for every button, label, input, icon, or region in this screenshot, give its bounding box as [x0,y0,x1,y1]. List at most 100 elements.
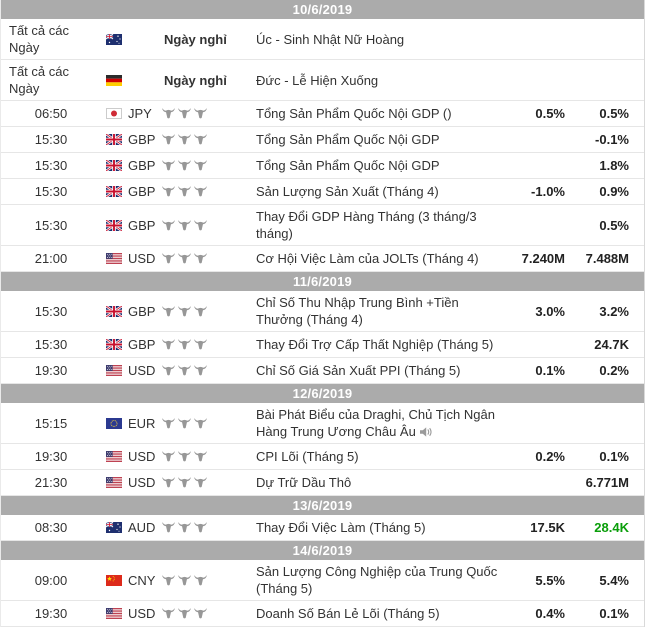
all-day-label: Tất cả các Ngày [9,64,69,96]
event-name[interactable]: Thay Đổi Trợ Cấp Thất Nghiệp (Tháng 5) [256,337,494,352]
bull-icon [162,134,175,145]
event-time: 08:30 [34,520,68,535]
currency-code: GBP [128,158,156,173]
currency-cell: GBP [101,157,256,174]
importance-bulls [162,219,207,231]
event-name[interactable]: Sản Lượng Công Nghiệp của Trung Quốc (Th… [256,564,498,596]
bull-icon [178,339,191,350]
holiday-name: Đức - Lễ Hiện Xuống [256,72,379,88]
event-row: 19:30 USD CPI Lõi (Tháng 5) 0.2% 0.1% [1,444,644,470]
flag-germany-icon [106,74,122,86]
value-previous: 5.4% [599,572,629,588]
event-time: 15:30 [34,184,68,199]
value-previous: 0.1% [599,606,629,621]
bull-icon [178,253,191,264]
event-time: 15:30 [34,158,68,173]
value-forecast: 0.4% [535,606,565,621]
currency-cell: USD [101,605,256,622]
event-name[interactable]: CPI Lõi (Tháng 5) [256,449,359,464]
event-name[interactable]: Thay Đổi GDP Hàng Tháng (3 tháng/3 tháng… [256,209,477,241]
event-name[interactable]: Doanh Số Bán Lẻ Lõi (Tháng 5) [256,606,440,621]
bull-icon [194,477,207,488]
holiday-name: Úc - Sinh Nhật Nữ Hoàng [256,31,405,47]
event-name[interactable]: Bài Phát Biểu của Draghi, Chủ Tịch Ngân … [256,407,495,439]
currency-cell: CNY [101,572,256,589]
currency-code: GBP [128,337,156,352]
event-name[interactable]: Chỉ Số Giá Sản Xuất PPI (Tháng 5) [256,363,461,378]
flag-us-icon [106,608,122,619]
bull-icon [162,160,175,171]
currency-code: USD [128,251,156,266]
currency-cell: JPY [101,105,256,122]
event-name[interactable]: Chỉ Số Thu Nhập Trung Bình +Tiền Thưởng … [256,295,459,327]
event-row: 08:30 AUD Thay Đổi Việc Làm (Tháng 5) 17.5K… [1,515,644,541]
event-cell: CPI Lõi (Tháng 5) [256,448,505,465]
event-name[interactable]: Dự Trữ Dầu Thô [256,475,352,490]
flag-uk-icon [106,160,122,171]
value-previous: 24.7K [594,337,629,352]
event-time: 19:30 [34,363,68,378]
event-cell: Chỉ Số Giá Sản Xuất PPI (Tháng 5) [256,362,505,379]
currency-cell: GBP [101,336,256,353]
value-forecast: 7.240M [521,251,565,266]
bull-icon [194,253,207,264]
value-previous: 3.2% [599,303,629,319]
value-forecast: 5.5% [535,572,565,588]
importance-bulls [162,253,207,264]
flag-us-icon [106,365,122,376]
event-time: 21:30 [34,475,68,490]
bull-icon [162,608,175,619]
bull-icon [162,451,175,462]
event-cell: Úc - Sinh Nhật Nữ Hoàng [256,31,505,48]
value-previous: 6.771M [585,475,629,490]
event-cell: Chỉ Số Thu Nhập Trung Bình +Tiền Thưởng … [256,294,505,328]
event-cell: Tổng Sản Phẩm Quốc Nội GDP [256,157,505,174]
bull-icon [178,108,191,119]
bull-icon [194,186,207,197]
bull-icon [178,365,191,376]
event-time: 19:30 [34,606,68,621]
bull-icon [194,108,207,119]
flag-eu-icon [106,417,122,429]
flag-australia-icon [106,522,122,533]
event-cell: Sản Lượng Công Nghiệp của Trung Quốc (Th… [256,563,505,597]
currency-code: CNY [128,572,156,588]
holiday-row: Tất cả các Ngày Ngày nghỉ Đức - Lễ Hiện Xu… [1,60,644,101]
bull-icon [194,451,207,462]
bull-icon [162,522,175,533]
bull-icon [162,339,175,350]
event-row: 15:30 GBP Tổng Sản Phẩm Quốc Nội GDP 1.8% [1,153,644,179]
event-name[interactable]: Cơ Hội Việc Làm của JOLTs (Tháng 4) [256,251,479,266]
importance-bulls [162,522,207,533]
event-name[interactable]: Thay Đổi Việc Làm (Tháng 5) [256,520,426,535]
currency-code: GBP [128,303,156,319]
currency-cell: Ngày nghỉ [101,31,256,48]
event-row: 21:30 USD Dự Trữ Dầu Thô 6.771M [1,470,644,496]
importance-bulls [162,451,207,462]
bull-icon [178,477,191,488]
event-name[interactable]: Tổng Sản Phẩm Quốc Nội GDP () [256,106,452,121]
event-cell: Tổng Sản Phẩm Quốc Nội GDP [256,131,505,148]
event-row: 15:30 GBP Chỉ Số Thu Nhập Trung Bình +Tiền… [1,291,644,332]
event-name[interactable]: Tổng Sản Phẩm Quốc Nội GDP [256,158,440,173]
currency-code: USD [128,363,156,378]
currency-code: JPY [128,106,152,121]
flag-japan-icon [106,108,122,119]
event-cell: Đức - Lễ Hiện Xuống [256,72,505,89]
flag-us-icon [106,253,122,264]
event-name[interactable]: Sản Lượng Sản Xuất (Tháng 4) [256,184,439,199]
holiday-row: Tất cả các Ngày Ngày nghỉ Úc - Sinh Nhật N… [1,19,644,60]
importance-bulls [162,574,207,586]
currency-cell: USD [101,362,256,379]
event-cell: Cơ Hội Việc Làm của JOLTs (Tháng 4) [256,250,505,267]
event-time: 09:00 [34,572,68,588]
value-forecast: -1.0% [531,184,565,199]
currency-cell: GBP [101,183,256,200]
currency-cell: USD [101,250,256,267]
bull-icon [194,608,207,619]
currency-cell: AUD [101,519,256,536]
importance-bulls [162,365,207,376]
event-name[interactable]: Tổng Sản Phẩm Quốc Nội GDP [256,132,440,147]
importance-bulls [162,477,207,488]
